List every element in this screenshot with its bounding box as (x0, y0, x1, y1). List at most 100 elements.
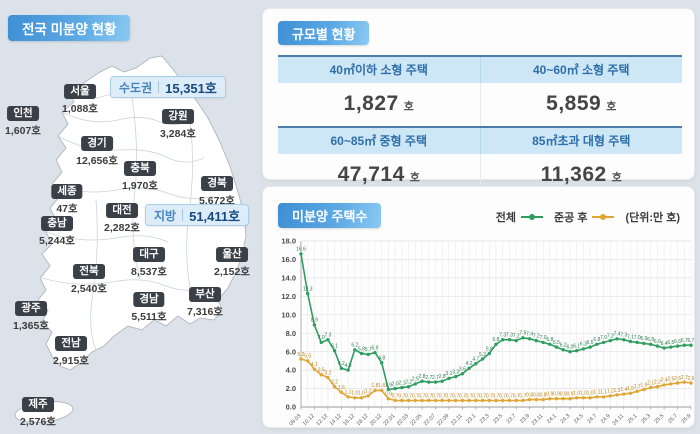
region-name-badge: 전북 (73, 264, 105, 279)
svg-text:6.1: 6.1 (573, 344, 580, 350)
svg-text:6.6: 6.6 (654, 339, 661, 345)
count-under40: 1,827 (343, 92, 399, 115)
svg-text:2.2: 2.2 (654, 380, 661, 386)
region-marker: 전북 2,540호 (71, 261, 107, 296)
svg-text:0.8: 0.8 (533, 392, 540, 398)
region-name-badge: 울산 (216, 247, 248, 262)
svg-text:1.1: 1.1 (345, 390, 352, 396)
svg-text:0.9: 0.9 (560, 392, 567, 398)
svg-text:6.5: 6.5 (553, 340, 560, 346)
unsold-housing-line-chart: 0.0 2.0 4.0 6.0 8.0 10.0 12.0 14.0 16.0 18.0 09.03… (281, 237, 695, 427)
legend-marker-total (521, 214, 544, 220)
svg-text:2.6: 2.6 (688, 376, 695, 382)
svg-text:0.7: 0.7 (412, 393, 419, 399)
svg-text:5.9: 5.9 (372, 345, 379, 351)
svg-text:25.7: 25.7 (667, 413, 679, 425)
svg-text:7.3: 7.3 (499, 333, 506, 339)
region-value: 2,915호 (53, 355, 89, 367)
svg-text:12.3: 12.3 (303, 286, 313, 292)
svg-text:4.1: 4.1 (311, 362, 318, 368)
unit-label: 호 (409, 172, 420, 184)
svg-text:2.5: 2.5 (412, 377, 419, 383)
svg-text:09.03: 09.03 (288, 413, 302, 427)
svg-text:0.9: 0.9 (567, 392, 574, 398)
svg-text:10.12: 10.12 (302, 413, 316, 427)
svg-text:0.7: 0.7 (419, 393, 426, 399)
svg-text:25.1: 25.1 (627, 413, 639, 425)
svg-text:0.0: 0.0 (286, 403, 296, 412)
svg-text:1.0: 1.0 (351, 391, 358, 397)
svg-text:5.7: 5.7 (365, 347, 372, 353)
svg-text:7.0: 7.0 (540, 335, 547, 341)
legend-item-total: 전체 (496, 209, 544, 225)
svg-text:0.8: 0.8 (526, 392, 533, 398)
region-name-badge: 경북 (201, 176, 233, 191)
svg-text:0.7: 0.7 (519, 393, 526, 399)
svg-text:3.5: 3.5 (318, 368, 325, 374)
region-marker: 충북 1,970호 (122, 158, 158, 193)
count-over85: 11,362 (540, 163, 607, 186)
svg-text:7.0: 7.0 (318, 335, 325, 341)
unit-label: 호 (611, 172, 622, 184)
svg-text:6.7: 6.7 (681, 338, 688, 344)
svg-text:3.1: 3.1 (445, 371, 452, 377)
region-name-badge: 충남 (41, 216, 73, 231)
svg-text:0.7: 0.7 (459, 393, 466, 399)
svg-text:6.8: 6.8 (546, 337, 553, 343)
svg-text:4.2: 4.2 (338, 361, 345, 367)
svg-text:1.0: 1.0 (573, 391, 580, 397)
svg-text:0.9: 0.9 (546, 392, 553, 398)
svg-text:18.12: 18.12 (356, 413, 370, 427)
svg-text:1.1: 1.1 (600, 390, 607, 396)
callout-divider (158, 81, 160, 93)
svg-text:22.05: 22.05 (409, 413, 423, 427)
svg-text:0.9: 0.9 (553, 392, 560, 398)
svg-text:0.7: 0.7 (513, 393, 520, 399)
svg-text:23.1: 23.1 (465, 413, 477, 425)
region-marker: 대전 2,282호 (104, 200, 140, 235)
region-value: 2,576호 (20, 416, 56, 428)
svg-text:24.1: 24.1 (546, 413, 558, 425)
svg-text:24.11: 24.11 (612, 413, 626, 427)
region-marker: 경기 12,656호 (76, 133, 118, 168)
size-value-60-85: 47,714 호 (278, 154, 480, 197)
svg-text:24.7: 24.7 (586, 413, 598, 425)
svg-text:6.5: 6.5 (667, 340, 674, 346)
provincial-callout: 지방 51,411호 (145, 204, 250, 226)
svg-text:1.7: 1.7 (634, 384, 641, 390)
provincial-label: 지방 (154, 208, 177, 223)
svg-text:1.9: 1.9 (640, 382, 647, 388)
svg-text:1.8: 1.8 (378, 383, 385, 389)
svg-text:25.5: 25.5 (654, 413, 666, 425)
region-marker: 충남 5,244호 (39, 213, 75, 248)
svg-text:2.1: 2.1 (647, 380, 654, 386)
svg-text:2.0: 2.0 (286, 384, 296, 393)
region-marker: 울산 2,152호 (214, 244, 250, 279)
region-value: 5,244호 (39, 235, 75, 247)
region-name-badge: 전남 (55, 336, 87, 351)
svg-text:1.2: 1.2 (607, 389, 614, 395)
svg-text:0.7: 0.7 (466, 393, 473, 399)
region-name-badge: 대구 (133, 247, 165, 262)
svg-text:5.2: 5.2 (298, 352, 305, 358)
svg-text:1.9: 1.9 (385, 382, 392, 388)
svg-text:2.7: 2.7 (432, 375, 439, 381)
region-value: 2,152호 (214, 266, 250, 278)
svg-text:7.3: 7.3 (324, 333, 331, 339)
size-table: 40㎡이하 소형 주택 40~60㎡ 소형 주택 1,827 호 5,859 호 6… (278, 55, 682, 198)
svg-text:3.2: 3.2 (324, 370, 331, 376)
region-name-badge: 대전 (106, 203, 138, 218)
svg-text:2.1: 2.1 (398, 380, 405, 386)
svg-text:23.11: 23.11 (531, 413, 545, 427)
svg-text:2.7: 2.7 (681, 375, 688, 381)
svg-text:6.4: 6.4 (661, 341, 668, 347)
region-value: 7,316호 (187, 306, 223, 318)
region-name-badge: 서울 (64, 84, 96, 99)
region-marker: 경북 5,672호 (199, 173, 235, 208)
region-marker: 강원 3,284호 (160, 106, 196, 141)
callout-divider (182, 209, 184, 221)
size-header-over85: 85㎡초과 대형 주택 (479, 128, 683, 154)
svg-text:6.8: 6.8 (593, 337, 600, 343)
region-marker: 인천 1,607호 (5, 103, 41, 138)
